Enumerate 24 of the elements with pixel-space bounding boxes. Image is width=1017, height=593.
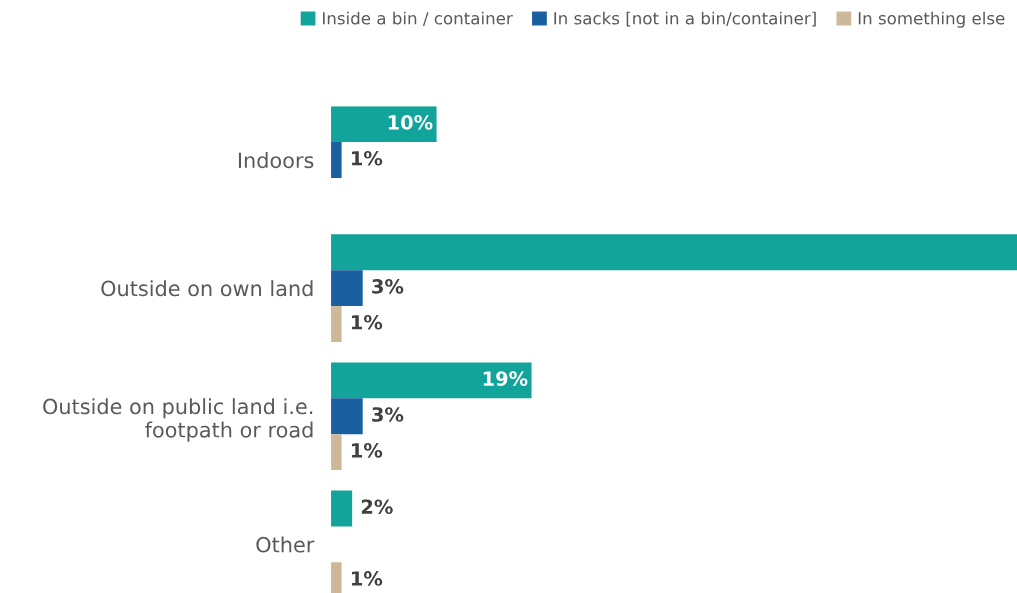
data-label: 3% (372, 407, 404, 422)
data-label: 1% (352, 443, 383, 458)
data-label: 2% (361, 499, 393, 515)
bar (331, 142, 342, 178)
y-tick-label: Other (256, 536, 315, 553)
legend-label: Inside a bin / container (323, 11, 513, 26)
data-label: 19% (483, 371, 528, 386)
data-label: 3% (372, 279, 404, 294)
data-label: 1% (352, 150, 383, 166)
bar (331, 490, 353, 527)
data-label: 1% (352, 571, 383, 586)
y-tick-label: Indoors (238, 152, 314, 169)
bar (331, 270, 363, 307)
bar (331, 234, 1017, 271)
data-label: 1% (352, 314, 383, 330)
y-tick-label: Outside on own land (101, 280, 313, 297)
bar (331, 434, 342, 471)
bar (331, 306, 342, 342)
y-tick-label: Outside on public land i.e. footpath or road (43, 398, 313, 442)
legend-label: In sacks [not in a bin/container] (554, 11, 816, 27)
bar (331, 398, 363, 435)
legend-label: In something else (858, 11, 1005, 28)
data-label: 10% (388, 115, 433, 130)
bar (331, 362, 532, 399)
